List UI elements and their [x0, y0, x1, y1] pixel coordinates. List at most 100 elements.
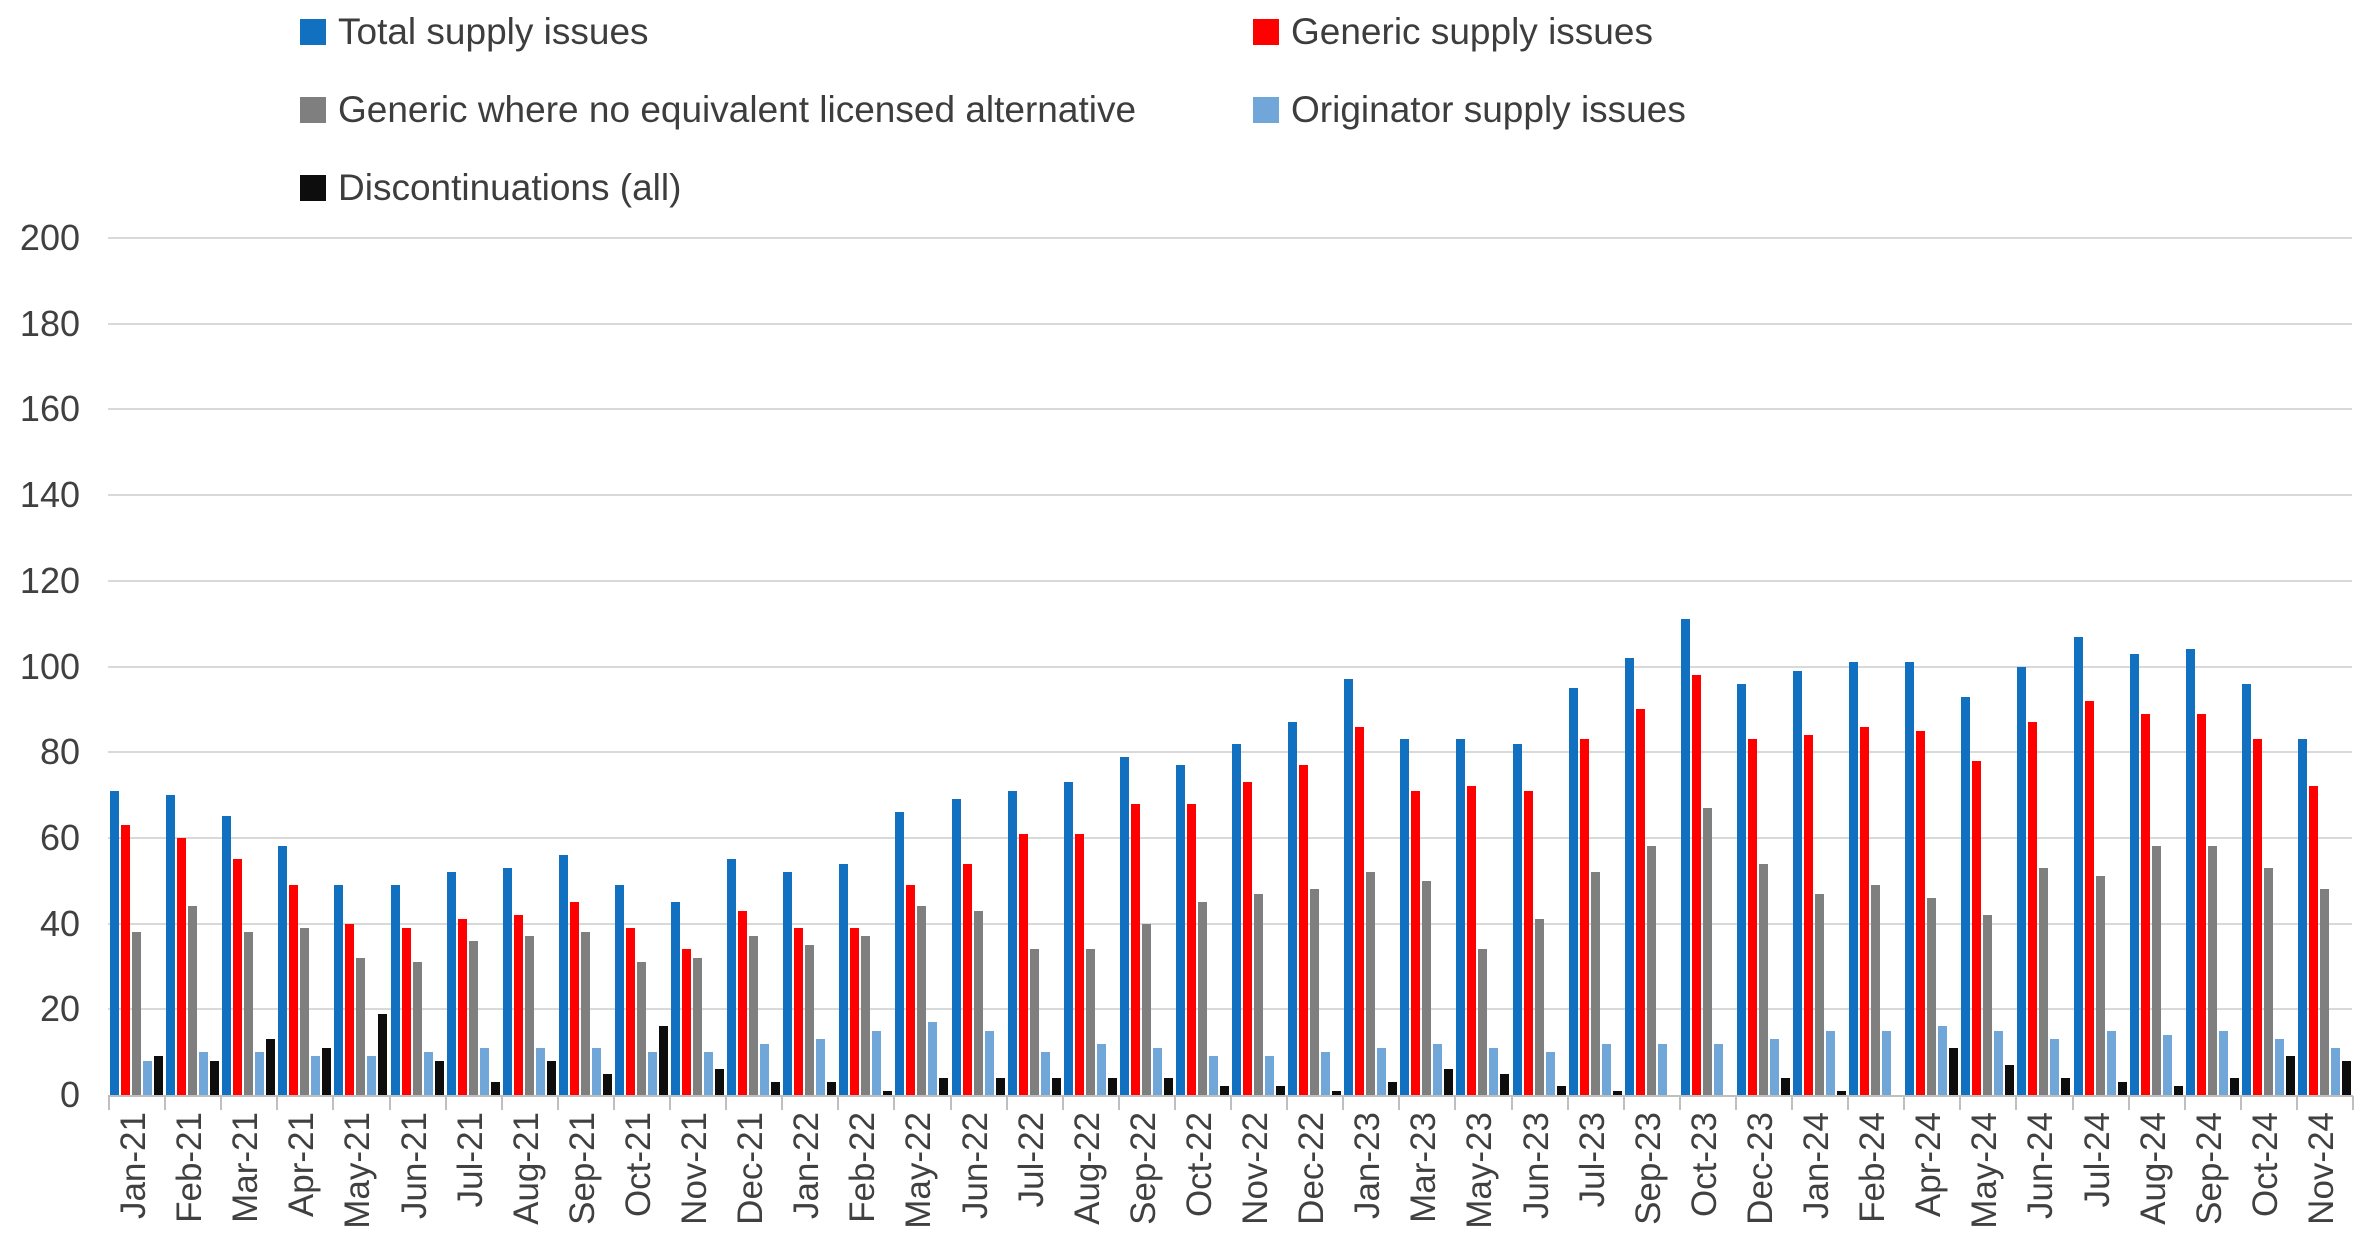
bar-Sep-24-originator-supply-issues	[2218, 1030, 2228, 1095]
bar-May-22-generic-supply-issues	[906, 885, 916, 1095]
legend-item-discontinuations: Discontinuations (all)	[300, 166, 681, 210]
bar-Oct-24-total-supply-issues	[2241, 683, 2251, 1095]
bar-Sep-22-generic-where-no-equivalent-licensed-alternative	[1141, 923, 1151, 1095]
legend-label: Generic supply issues	[1291, 11, 1653, 52]
x-axis-tick	[1117, 1096, 1120, 1110]
bar-Nov-21-originator-supply-issues	[704, 1052, 713, 1095]
x-axis-tick	[1903, 1096, 1906, 1110]
bar-Nov-24-discontinuations-all-	[2341, 1060, 2351, 1095]
x-axis-tick	[220, 1096, 223, 1110]
bar-May-24-generic-supply-issues	[1972, 760, 1982, 1095]
x-axis-tick	[108, 1096, 110, 1110]
x-axis-label-wrap: Dec-21	[731, 1112, 771, 1252]
x-axis-tick	[949, 1096, 952, 1110]
bar-May-21-generic-where-no-equivalent-licensed-alternative	[356, 957, 366, 1095]
x-axis-tick	[1734, 1096, 1737, 1110]
x-axis-label-wrap: Jul-22	[1012, 1112, 1052, 1252]
bar-Jun-21-originator-supply-issues	[423, 1052, 433, 1095]
bar-Jan-23-originator-supply-issues	[1377, 1047, 1387, 1095]
bar-Mar-21-generic-supply-issues	[233, 859, 243, 1095]
gridline-y-160	[108, 408, 2352, 411]
bar-Mar-21-originator-supply-issues	[255, 1052, 265, 1095]
x-axis-tick	[1398, 1096, 1401, 1110]
bar-Dec-22-discontinuations-all-	[1332, 1090, 1342, 1095]
bar-group-Dec-21	[727, 859, 781, 1095]
bar-May-24-total-supply-issues	[1961, 696, 1971, 1095]
x-axis-tick	[1510, 1096, 1513, 1110]
bar-Mar-23-total-supply-issues	[1400, 739, 1410, 1095]
bar-group-Aug-21	[502, 867, 556, 1095]
bar-Sep-24-discontinuations-all-	[2229, 1077, 2239, 1095]
x-axis-tick	[2071, 1096, 2074, 1110]
bar-group-Nov-21	[671, 902, 724, 1095]
bar-Jul-21-generic-where-no-equivalent-licensed-alternative	[468, 940, 478, 1095]
x-axis-tick	[612, 1096, 615, 1110]
bar-Jan-23-total-supply-issues	[1344, 679, 1354, 1095]
bar-Feb-22-discontinuations-all-	[883, 1090, 893, 1095]
x-axis-tick	[781, 1096, 784, 1110]
bar-May-21-generic-supply-issues	[345, 923, 355, 1095]
x-axis-label-Jan-22: Jan-22	[787, 1112, 827, 1220]
legend-item-generic-no-alternative: Generic where no equivalent licensed alt…	[300, 88, 1136, 132]
bar-Jun-24-generic-where-no-equivalent-licensed-alternative	[2039, 867, 2049, 1095]
y-axis-label-60: 60	[39, 816, 80, 858]
bar-Jan-23-discontinuations-all-	[1388, 1082, 1398, 1095]
bar-Jan-21-generic-supply-issues	[121, 825, 130, 1095]
x-axis-label-wrap: Nov-24	[2302, 1112, 2342, 1252]
bar-group-Sep-24	[2185, 649, 2239, 1095]
bar-Aug-21-originator-supply-issues	[535, 1047, 545, 1095]
x-axis-label-Oct-22: Oct-22	[1179, 1112, 1219, 1218]
x-axis-label-wrap: Jul-23	[1573, 1112, 1613, 1252]
bar-Feb-21-generic-supply-issues	[177, 837, 187, 1095]
x-axis-tick	[2183, 1096, 2186, 1110]
bar-Oct-24-generic-supply-issues	[2252, 739, 2262, 1095]
bar-Dec-22-originator-supply-issues	[1321, 1052, 1331, 1095]
x-axis-tick	[2295, 1096, 2298, 1110]
bar-Feb-22-total-supply-issues	[839, 863, 849, 1095]
bar-Dec-21-discontinuations-all-	[771, 1082, 781, 1095]
bar-Jun-24-total-supply-issues	[2017, 666, 2027, 1095]
bar-Apr-21-generic-where-no-equivalent-licensed-alternative	[300, 927, 310, 1095]
bar-Nov-22-total-supply-issues	[1232, 743, 1241, 1095]
bar-Aug-22-total-supply-issues	[1063, 782, 1073, 1095]
gridline-y-60	[108, 836, 2352, 839]
bar-group-Mar-21	[222, 816, 276, 1095]
bar-Nov-24-generic-where-no-equivalent-licensed-alternative	[2319, 889, 2329, 1095]
bar-group-Jan-24	[1793, 670, 1846, 1095]
gridline-y-180	[108, 322, 2352, 325]
bar-Jan-22-originator-supply-issues	[816, 1039, 826, 1095]
x-axis-label-wrap: May-24	[1965, 1112, 2005, 1252]
bar-Mar-23-generic-supply-issues	[1411, 790, 1421, 1095]
x-axis-label-wrap: Feb-21	[170, 1112, 210, 1252]
bar-Sep-23-generic-supply-issues	[1635, 709, 1645, 1095]
bar-Dec-23-originator-supply-issues	[1769, 1039, 1779, 1095]
bar-group-May-21	[334, 885, 388, 1095]
y-axis-label-180: 180	[19, 302, 80, 344]
legend-swatch-icon	[300, 175, 326, 201]
x-axis-label-May-22: May-22	[899, 1112, 939, 1229]
bar-Apr-21-originator-supply-issues	[311, 1056, 321, 1095]
bar-Jan-24-originator-supply-issues	[1826, 1030, 1835, 1095]
bar-Aug-21-discontinuations-all-	[546, 1060, 556, 1095]
bar-group-Apr-21	[278, 846, 332, 1095]
bar-group-Sep-23	[1624, 657, 1678, 1095]
x-axis-tick	[2127, 1096, 2130, 1110]
bar-Jul-23-originator-supply-issues	[1601, 1043, 1611, 1095]
x-axis-label-Apr-21: Apr-21	[282, 1112, 322, 1218]
bar-Aug-21-generic-supply-issues	[513, 915, 523, 1095]
x-axis-label-wrap: Jan-23	[1348, 1112, 1388, 1252]
x-axis-label-wrap: May-23	[1460, 1112, 1500, 1252]
y-axis-label-100: 100	[19, 645, 80, 687]
x-axis-label-wrap: Sep-22	[1124, 1112, 1164, 1252]
bar-May-22-total-supply-issues	[895, 812, 905, 1095]
x-axis-label-Aug-21: Aug-21	[506, 1112, 546, 1225]
bar-Dec-23-generic-where-no-equivalent-licensed-alternative	[1758, 863, 1768, 1095]
legend-label: Discontinuations (all)	[338, 167, 682, 208]
x-axis-label-wrap: Aug-22	[1068, 1112, 1108, 1252]
bar-group-Jul-24	[2073, 636, 2127, 1095]
x-axis-label-Feb-24: Feb-24	[1853, 1112, 1893, 1223]
bar-May-24-originator-supply-issues	[1994, 1030, 2004, 1095]
legend-label: Originator supply issues	[1291, 89, 1686, 130]
bar-Oct-24-originator-supply-issues	[2274, 1039, 2284, 1095]
bar-Jan-21-generic-where-no-equivalent-licensed-alternative	[132, 932, 141, 1095]
